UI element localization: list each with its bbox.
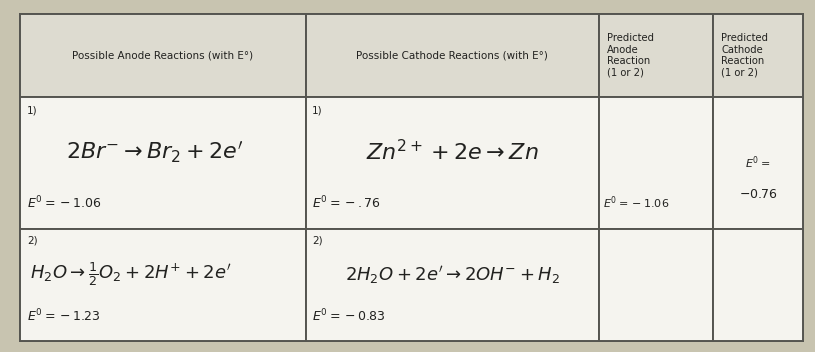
Text: $-0.76$: $-0.76$ [738,188,778,201]
Bar [20,14,306,97]
Text: 2): 2) [27,236,37,246]
Bar [20,97,306,229]
Bar [713,97,803,229]
Text: Predicted
Cathode
Reaction
(1 or 2): Predicted Cathode Reaction (1 or 2) [721,33,769,78]
Text: $E^{0}=$: $E^{0}=$ [745,155,771,171]
Text: 1): 1) [312,106,323,115]
Bar [599,97,713,229]
Bar [713,14,803,97]
Bar [599,14,713,97]
Text: 2): 2) [312,236,323,246]
Bar [306,229,599,341]
Bar [306,97,599,229]
Text: Possible Cathode Reactions (with E°): Possible Cathode Reactions (with E°) [356,50,548,61]
Text: $E^{0}=-1.06$: $E^{0}=-1.06$ [603,195,669,211]
Text: $H_{2}O\rightarrow \frac{1}{2}O_{2} + 2H^{+} +2e'$: $H_{2}O\rightarrow \frac{1}{2}O_{2} + 2H… [30,260,231,289]
Text: $Zn^{2+} + 2e \rightarrow Zn$: $Zn^{2+} + 2e \rightarrow Zn$ [366,140,539,165]
Text: $E^{0}= -0.83$: $E^{0}= -0.83$ [312,307,386,324]
Text: Predicted
Anode
Reaction
(1 or 2): Predicted Anode Reaction (1 or 2) [607,33,654,78]
Bar [306,14,599,97]
Text: $E^{0}= -1.23$: $E^{0}= -1.23$ [27,307,100,324]
Text: 1): 1) [27,106,37,115]
Text: $2H_{2}O+2e'\rightarrow 2OH^{-} +H_{2}$: $2H_{2}O+2e'\rightarrow 2OH^{-} +H_{2}$ [345,264,560,285]
Bar [20,229,306,341]
Text: $2Br^{-}\rightarrow Br_{2} + 2e'$: $2Br^{-}\rightarrow Br_{2} + 2e'$ [66,140,244,165]
Bar [713,229,803,341]
Bar [599,229,713,341]
Text: $E^{0}= -.76$: $E^{0}= -.76$ [312,195,381,211]
Text: $E^{0}= -1.06$: $E^{0}= -1.06$ [27,195,101,211]
Text: Possible Anode Reactions (with E°): Possible Anode Reactions (with E°) [73,50,253,61]
